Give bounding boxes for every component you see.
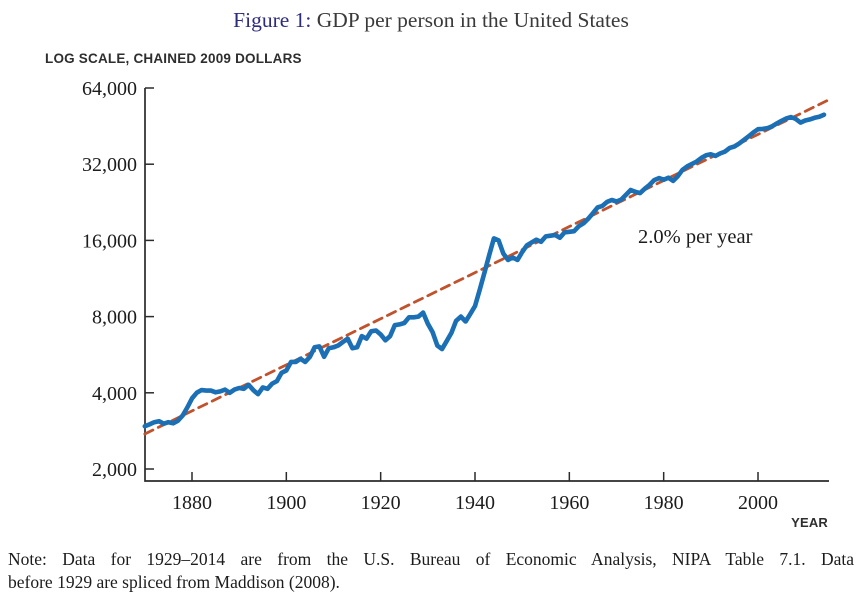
note-line-2: before 1929 are spliced from Maddison (2…: [8, 572, 340, 592]
chart-plot-area: 2,000 4,000 8,000 16,000 32,000 64,000 1880 190…: [82, 78, 831, 514]
x-axis-tick-label: 1980: [644, 492, 684, 514]
y-axis-tick-label: 32,000: [82, 154, 137, 176]
y-axis-tick-label: 16,000: [82, 230, 137, 252]
figure-note: Note: Data for 1929–2014 are from the U.…: [8, 548, 854, 594]
figure-title-text: GDP per person in the United States: [311, 8, 629, 32]
x-axis-tick-label: 1960: [549, 492, 589, 514]
y-axis-tick-label: 4,000: [92, 383, 137, 405]
x-axis-tick-label: 1940: [455, 492, 495, 514]
gdp-series-line: [142, 112, 827, 429]
y-axis-tick-label: 2,000: [92, 459, 137, 481]
note-line-1: Note: Data for 1929–2014 are from the U.…: [8, 549, 854, 569]
x-axis-tick-label: 2000: [738, 492, 778, 514]
figure-number: Figure 1:: [233, 8, 312, 32]
trend-growth-annotation: 2.0% per year: [638, 226, 753, 248]
y-axis-tick-label: 64,000: [82, 78, 137, 100]
y-axis-units-label: LOG SCALE, CHAINED 2009 DOLLARS: [45, 51, 302, 66]
figure-title: Figure 1: GDP per person in the United S…: [0, 8, 862, 33]
x-axis-label: YEAR: [791, 515, 828, 530]
x-axis-tick-label: 1900: [266, 492, 306, 514]
x-axis-tick-label: 1880: [172, 492, 212, 514]
axis-frame: [144, 88, 829, 482]
y-axis-tick-label: 8,000: [92, 307, 137, 329]
x-axis-tick-label: 1920: [361, 492, 401, 514]
